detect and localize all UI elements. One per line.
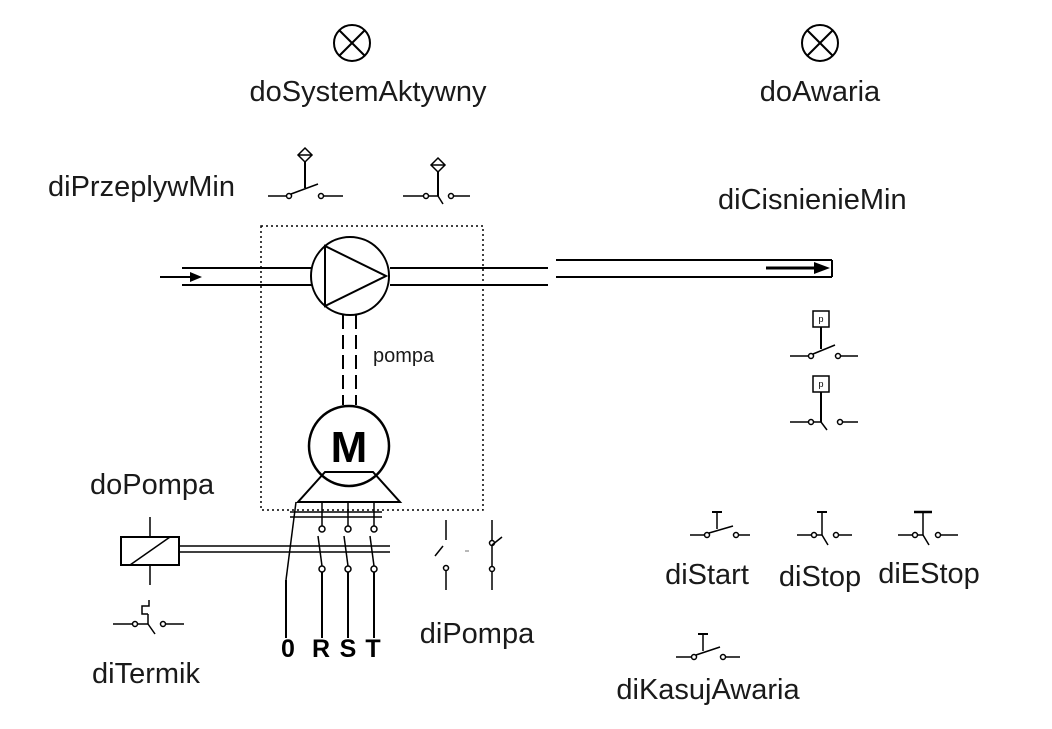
- motor-icon: M: [295, 404, 403, 503]
- label-di-pompa: diPompa: [420, 618, 535, 650]
- motor-letter: M: [331, 423, 368, 472]
- pressure-p-2: p: [818, 379, 823, 389]
- flow-switch-no-icon: [268, 146, 343, 200]
- pump-icon: [310, 236, 390, 316]
- inlet-pipe: [160, 267, 312, 286]
- label-di-start: diStart: [665, 559, 749, 591]
- button-estop-icon: [898, 510, 958, 546]
- lamp-system-aktywny-icon: [333, 24, 371, 62]
- pressure-switch-nc-icon: p: [790, 375, 858, 431]
- pressure-switch-no-icon: p: [790, 310, 858, 360]
- outlet-pipe: [390, 259, 833, 286]
- button-stop-icon: [797, 511, 852, 546]
- phase-r: R: [312, 635, 330, 663]
- thermal-relay-icon: [113, 600, 184, 635]
- phase-t: T: [365, 635, 380, 663]
- label-di-kasuj-awaria: diKasujAwaria: [616, 674, 800, 706]
- phase-0: 0: [281, 635, 295, 663]
- phase-s: S: [340, 635, 357, 663]
- label-do-system-aktywny: doSystemAktywny: [250, 76, 487, 108]
- label-di-przeplyw-min: diPrzeplywMin: [48, 171, 235, 203]
- button-start-icon: [690, 511, 750, 539]
- terminal-bar: [290, 511, 382, 518]
- label-do-awaria: doAwaria: [760, 76, 881, 108]
- pump-shaft: [342, 315, 357, 405]
- button-kasuj-awaria-icon: [676, 633, 740, 661]
- label-di-stop: diStop: [779, 561, 861, 593]
- label-di-cisnienie-min: diCisnienieMin: [718, 184, 907, 216]
- aux-contact-nc-icon: [488, 520, 503, 590]
- aux-contact-no-icon: [434, 520, 450, 590]
- contactor-coil-icon: [120, 517, 390, 585]
- label-pompa: pompa: [373, 345, 435, 367]
- lamp-awaria-icon: [801, 24, 839, 62]
- pump-group-boundary: [260, 225, 484, 511]
- contactor-main-contacts: [285, 501, 378, 638]
- label-di-estop: diEStop: [878, 558, 980, 590]
- label-do-pompa: doPompa: [90, 469, 215, 501]
- flow-switch-nc-icon: [403, 156, 470, 205]
- label-di-termik: diTermik: [92, 658, 200, 690]
- pressure-p-1: p: [818, 314, 823, 324]
